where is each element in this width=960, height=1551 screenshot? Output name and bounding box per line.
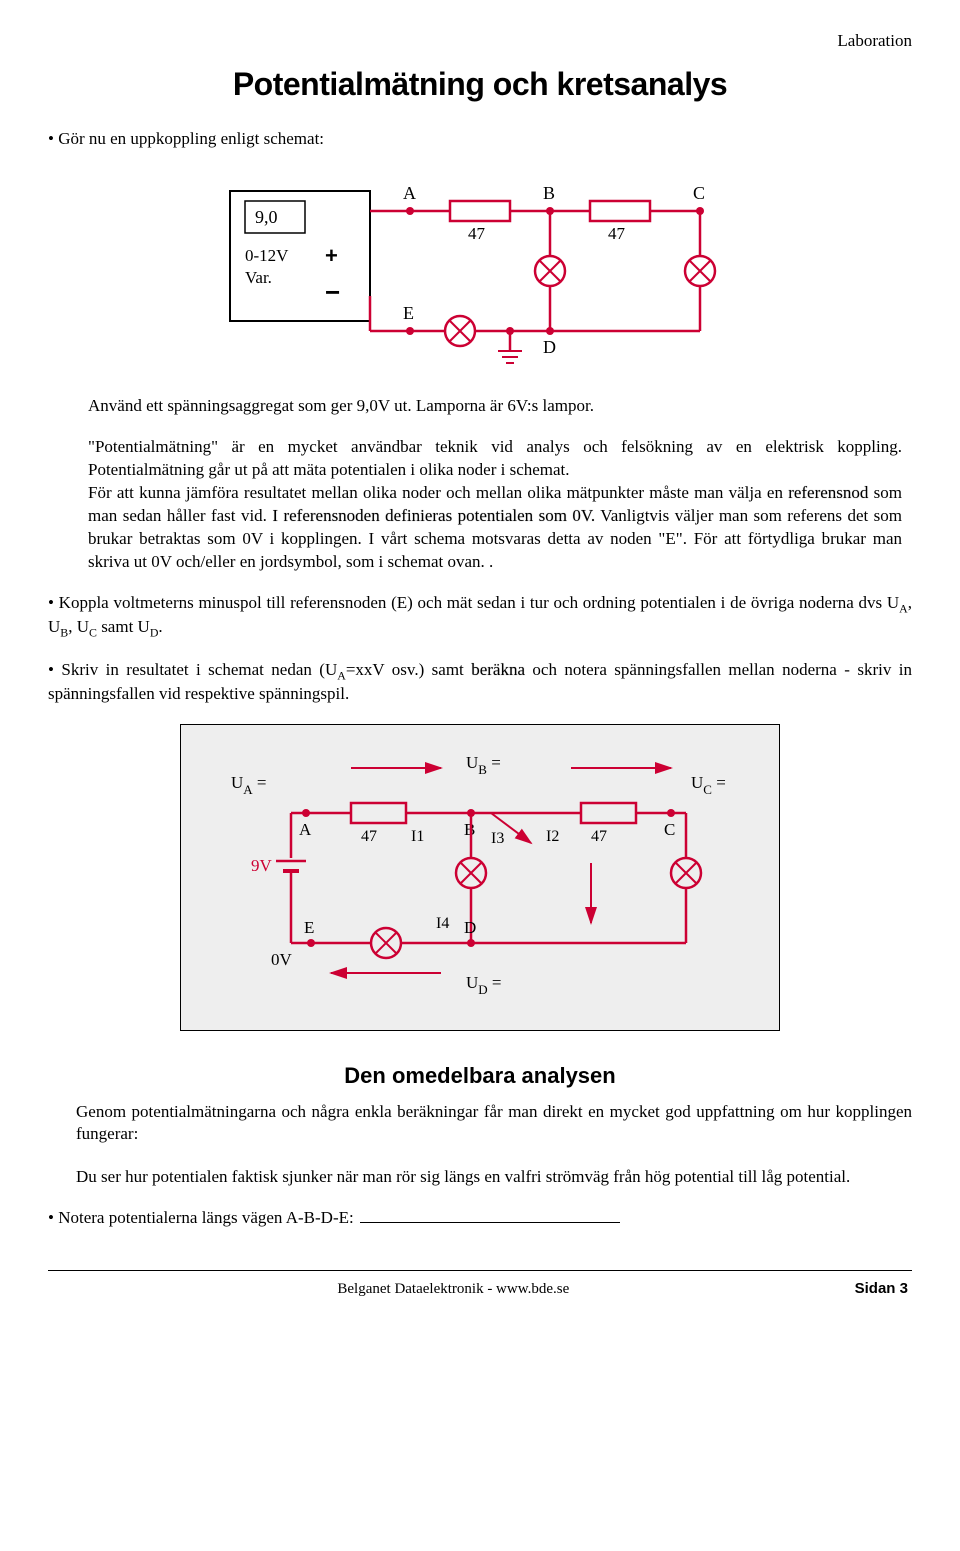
node-b-label: B xyxy=(543,183,555,203)
psu-display: 9,0 xyxy=(255,207,278,227)
d2-r2: 47 xyxy=(591,828,607,845)
bullet-3: • Skriv in resultatet i schemat nedan (U… xyxy=(48,659,912,706)
psu-minus: − xyxy=(325,277,340,307)
r2-label: 47 xyxy=(608,224,626,243)
d2-i2: I2 xyxy=(546,828,559,845)
d2-i1: I1 xyxy=(411,828,424,845)
d2-0v: 0V xyxy=(271,950,293,969)
d2-i4: I4 xyxy=(436,915,449,932)
d2-node-a: A xyxy=(299,820,312,839)
d2-r1: 47 xyxy=(361,828,377,845)
d2-node-c: C xyxy=(664,820,675,839)
psu-var: Var. xyxy=(245,268,272,287)
psu-plus: + xyxy=(325,243,338,268)
r1-label: 47 xyxy=(468,224,486,243)
d2-i3: I3 xyxy=(491,830,504,847)
para-1: Använd ett spänningsaggregat som ger 9,0… xyxy=(88,395,902,418)
bullet-4: • Notera potentialerna längs vägen A-B-D… xyxy=(48,1207,912,1230)
footer-divider xyxy=(48,1270,912,1271)
uc-label: UC = xyxy=(691,773,726,797)
ud-label: UD = xyxy=(466,973,502,997)
d2-node-b: B xyxy=(464,820,475,839)
para-3: Genom potentialmätningarna och några enk… xyxy=(76,1101,912,1147)
para-4: Du ser hur potentialen faktisk sjunker n… xyxy=(76,1166,912,1189)
footer-page: Sidan 3 xyxy=(855,1279,908,1299)
answer-blank[interactable] xyxy=(360,1222,620,1223)
psu-range: 0-12V xyxy=(245,246,289,265)
node-a-label: A xyxy=(403,183,416,203)
node-c-label: C xyxy=(693,183,705,203)
d2-node-d: D xyxy=(464,918,476,937)
page-title: Potentialmätning och kretsanalys xyxy=(48,63,912,106)
header-label: Laboration xyxy=(48,30,912,53)
ub-label: UB = xyxy=(466,753,501,777)
subtitle-analysis: Den omedelbara analysen xyxy=(48,1061,912,1091)
d2-9v: 9V xyxy=(251,856,273,875)
intro-bullet: • Gör nu en uppkoppling enligt schemat: xyxy=(48,128,902,151)
bullet-2: • Koppla voltmeterns minuspol till refer… xyxy=(48,592,912,641)
circuit-diagram-2: UA = UB = UC = A 47 I1 B I3 I2 xyxy=(180,724,780,1031)
ua-label: UA = xyxy=(231,773,267,797)
footer-center: Belganet Dataelektronik - www.bde.se xyxy=(337,1279,569,1299)
circuit-diagram-1: 9,0 0-12V Var. + − A 47 B 47 C xyxy=(48,161,912,381)
node-d-label: D xyxy=(543,337,556,357)
node-e-label: E xyxy=(403,303,414,323)
para-2: "Potentialmätning" är en mycket användba… xyxy=(88,436,902,574)
d2-node-e: E xyxy=(304,918,314,937)
